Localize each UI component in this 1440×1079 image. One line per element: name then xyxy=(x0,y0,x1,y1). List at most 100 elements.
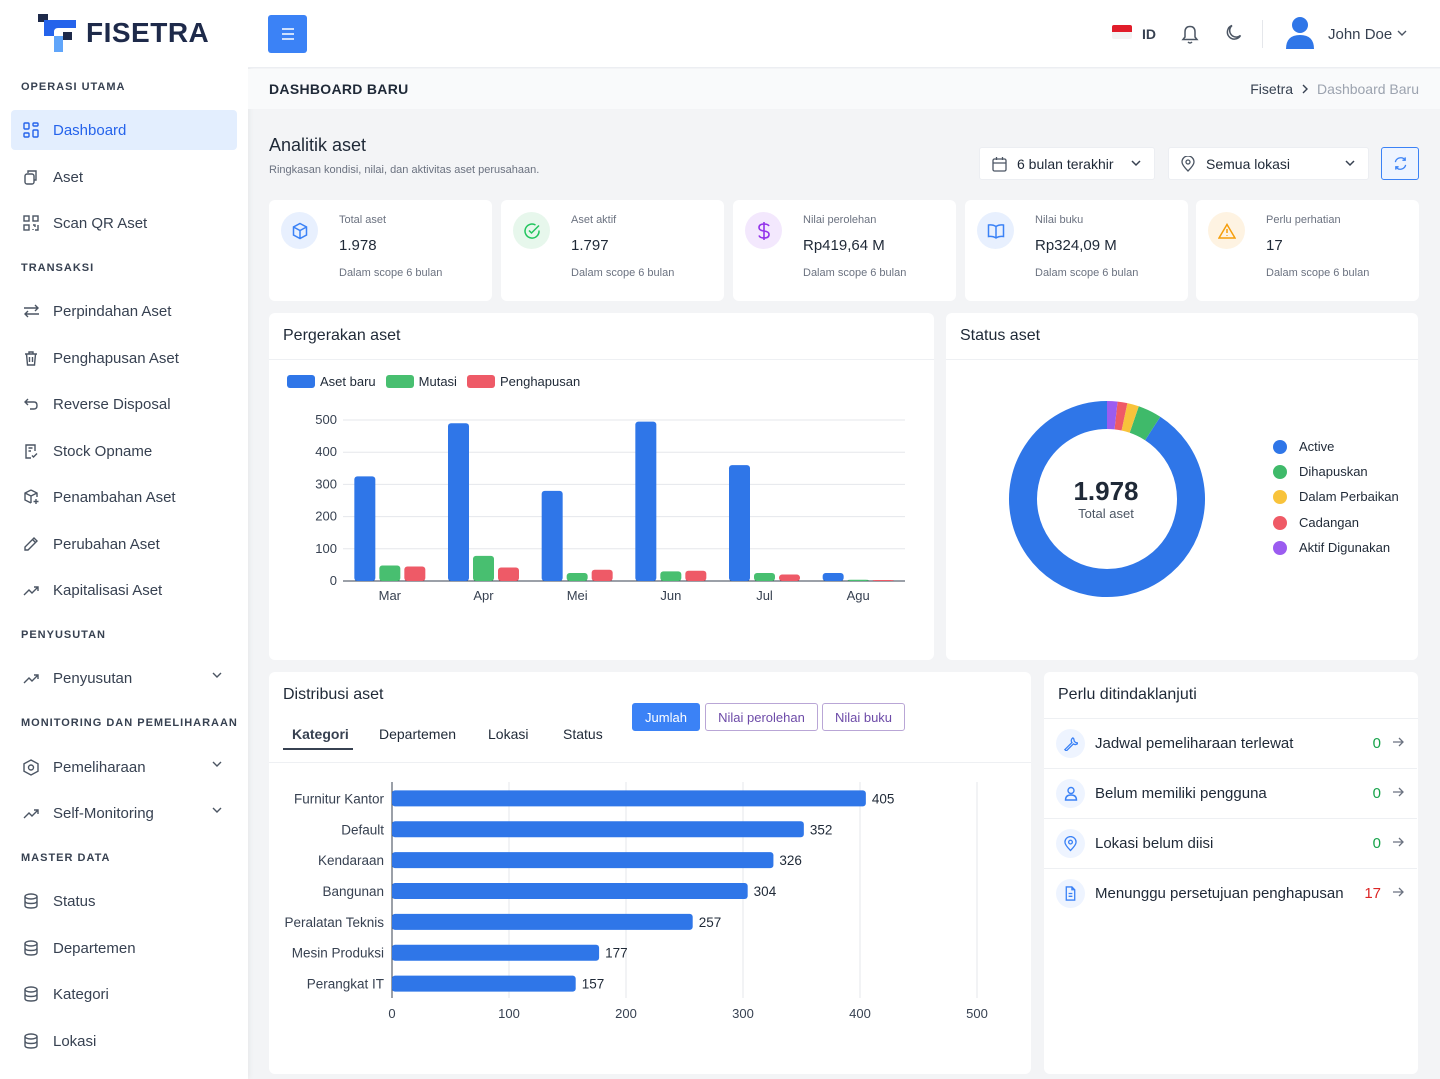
page-header: DASHBOARD BARU Fisetra Dashboard Baru xyxy=(248,69,1440,109)
breadcrumb-home[interactable]: Fisetra xyxy=(1250,81,1294,97)
tab-kategori[interactable]: Kategori xyxy=(292,726,349,742)
sidebar-item-label: Reverse Disposal xyxy=(53,395,171,413)
x-tick-label: 500 xyxy=(966,1006,988,1021)
legend-item[interactable]: Dihapuskan xyxy=(1273,464,1368,479)
bar-penghapusan xyxy=(591,569,613,581)
location-select[interactable]: Semua lokasi xyxy=(1168,147,1369,180)
x-tick-label: 100 xyxy=(498,1006,520,1021)
map-pin-icon xyxy=(1056,829,1085,858)
tab-departemen[interactable]: Departemen xyxy=(379,726,457,742)
legend-item[interactable]: Dalam Perbaikan xyxy=(1273,489,1399,504)
sidebar-item-penambahan-aset[interactable]: Penambahan Aset xyxy=(11,477,237,517)
mode-jumlah-button[interactable]: Jumlah xyxy=(632,703,700,731)
data-label: 405 xyxy=(872,791,895,806)
donut-slice-aktif-digunakan xyxy=(1009,401,1205,597)
chevron-down-icon[interactable] xyxy=(1396,29,1408,37)
sidebar-item-stock-opname[interactable]: Stock Opname xyxy=(11,431,237,471)
indonesia-flag-icon[interactable] xyxy=(1112,25,1132,39)
kpi-subtext: Dalam scope 6 bulan xyxy=(1035,267,1139,279)
tab-status[interactable]: Status xyxy=(563,726,603,742)
bar-penghapusan xyxy=(498,567,519,581)
bar-mutasi xyxy=(379,565,401,581)
sidebar-item-reverse-disposal[interactable]: Reverse Disposal xyxy=(11,384,237,424)
legend-swatch xyxy=(466,375,495,388)
bar xyxy=(392,852,774,869)
todo-label: Belum memiliki pengguna xyxy=(1095,785,1267,802)
bar xyxy=(392,790,866,807)
x-tick-label: 300 xyxy=(732,1006,754,1021)
database-icon xyxy=(22,939,40,957)
sidebar-item-penyusutan[interactable]: Penyusutan xyxy=(11,658,237,698)
sidebar-item-dashboard[interactable]: Dashboard xyxy=(11,110,237,150)
sidebar-item-pemeliharaan[interactable]: Pemeliharaan xyxy=(11,747,237,787)
mode-nilai-perolehan-button[interactable]: Nilai perolehan xyxy=(705,703,818,731)
x-tick-label: 0 xyxy=(388,1006,395,1021)
sidebar-item-label: Departemen xyxy=(53,939,136,957)
warning-icon xyxy=(1208,212,1245,249)
location-select-value: Semua lokasi xyxy=(1206,156,1291,172)
y-tick-label: Perangkat IT xyxy=(307,977,384,992)
wrench-icon xyxy=(1056,729,1085,758)
sidebar-item-label: Penghapusan Aset xyxy=(53,349,179,367)
x-tick-label: 200 xyxy=(615,1006,637,1021)
undo-icon xyxy=(22,395,40,413)
sidebar-item-kategori[interactable]: Kategori xyxy=(11,974,237,1014)
data-label: 257 xyxy=(699,915,722,930)
avatar[interactable] xyxy=(1284,15,1316,51)
x-tick-label: Agu xyxy=(847,588,870,603)
todo-item-menunggu-persetujuan[interactable]: Menunggu persetujuan penghapusan 17 xyxy=(1044,869,1417,919)
sidebar-item-perpindahan-aset[interactable]: Perpindahan Aset xyxy=(11,291,237,331)
refresh-button[interactable] xyxy=(1381,147,1419,180)
legend-label[interactable]: Penghapusan xyxy=(499,374,581,389)
kpi-label: Nilai buku xyxy=(1035,214,1084,226)
copy-icon xyxy=(22,168,40,186)
sidebar-item-kapitalisasi-aset[interactable]: Kapitalisasi Aset xyxy=(11,570,237,610)
todo-item-belum-pengguna[interactable]: Belum memiliki pengguna 0 xyxy=(1044,769,1417,819)
sidebar-item-status[interactable]: Status xyxy=(11,881,237,921)
language-selector[interactable]: ID xyxy=(1142,26,1156,42)
sidebar-item-lokasi[interactable]: Lokasi xyxy=(11,1021,237,1061)
legend-label: Cadangan xyxy=(1299,515,1359,530)
todo-item-lokasi-belum-diisi[interactable]: Lokasi belum diisi 0 xyxy=(1044,819,1417,869)
x-tick-label: Mar xyxy=(379,588,402,603)
sidebar-item-self-monitoring[interactable]: Self-Monitoring xyxy=(11,793,237,833)
check-circle-icon xyxy=(513,212,550,249)
kpi-card-perlu-perhatian: Perlu perhatian 17 Dalam scope 6 bulan xyxy=(1196,200,1419,301)
arrows-icon xyxy=(22,302,40,320)
movement-card: Pergerakan aset xyxy=(269,313,934,660)
sidebar-item-departemen[interactable]: Departemen xyxy=(11,928,237,968)
legend-item[interactable]: Active xyxy=(1273,439,1334,454)
legend-dot xyxy=(1273,464,1287,479)
sidebar-item-penghapusan-aset[interactable]: Penghapusan Aset xyxy=(11,338,237,378)
menu-toggle-button[interactable] xyxy=(268,15,307,53)
x-tick-label: Jun xyxy=(660,588,681,603)
kpi-label: Aset aktif xyxy=(571,214,617,226)
todo-count: 0 xyxy=(1372,735,1381,752)
sidebar-item-perubahan-aset[interactable]: Perubahan Aset xyxy=(11,524,237,564)
todo-card: Perlu ditindaklanjuti xyxy=(1044,672,1418,1074)
bar-mutasi xyxy=(473,555,494,581)
brand-name: FISETRA xyxy=(86,17,210,48)
legend-item[interactable]: Aktif Digunakan xyxy=(1273,540,1390,555)
period-select[interactable]: 6 bulan terakhir xyxy=(979,147,1155,180)
mode-nilai-buku-button[interactable]: Nilai buku xyxy=(822,703,905,731)
logo[interactable]: FISETRA xyxy=(36,14,209,52)
user-name[interactable]: John Doe xyxy=(1328,26,1393,43)
moon-icon[interactable] xyxy=(1224,23,1244,43)
sidebar-item-scan-qr[interactable]: Scan QR Aset xyxy=(11,203,237,243)
bar xyxy=(392,913,693,930)
todo-item-jadwal-pemeliharaan[interactable]: Jadwal pemeliharaan terlewat 0 xyxy=(1044,719,1417,769)
legend-label[interactable]: Mutasi xyxy=(418,374,457,389)
kpi-subtext: Dalam scope 6 bulan xyxy=(1266,267,1370,279)
section-master-data: MASTER DATA xyxy=(21,852,111,864)
refresh-icon xyxy=(1394,157,1406,170)
legend-dot xyxy=(1273,489,1287,504)
sidebar-item-aset[interactable]: Aset xyxy=(11,157,237,197)
tab-lokasi[interactable]: Lokasi xyxy=(488,726,529,742)
bell-icon[interactable] xyxy=(1180,23,1200,45)
legend-item[interactable]: Cadangan xyxy=(1273,515,1359,530)
data-label: 326 xyxy=(779,853,802,868)
legend-label[interactable]: Aset baru xyxy=(320,374,376,389)
todo-count: 0 xyxy=(1372,785,1381,802)
card-divider xyxy=(269,762,1031,763)
